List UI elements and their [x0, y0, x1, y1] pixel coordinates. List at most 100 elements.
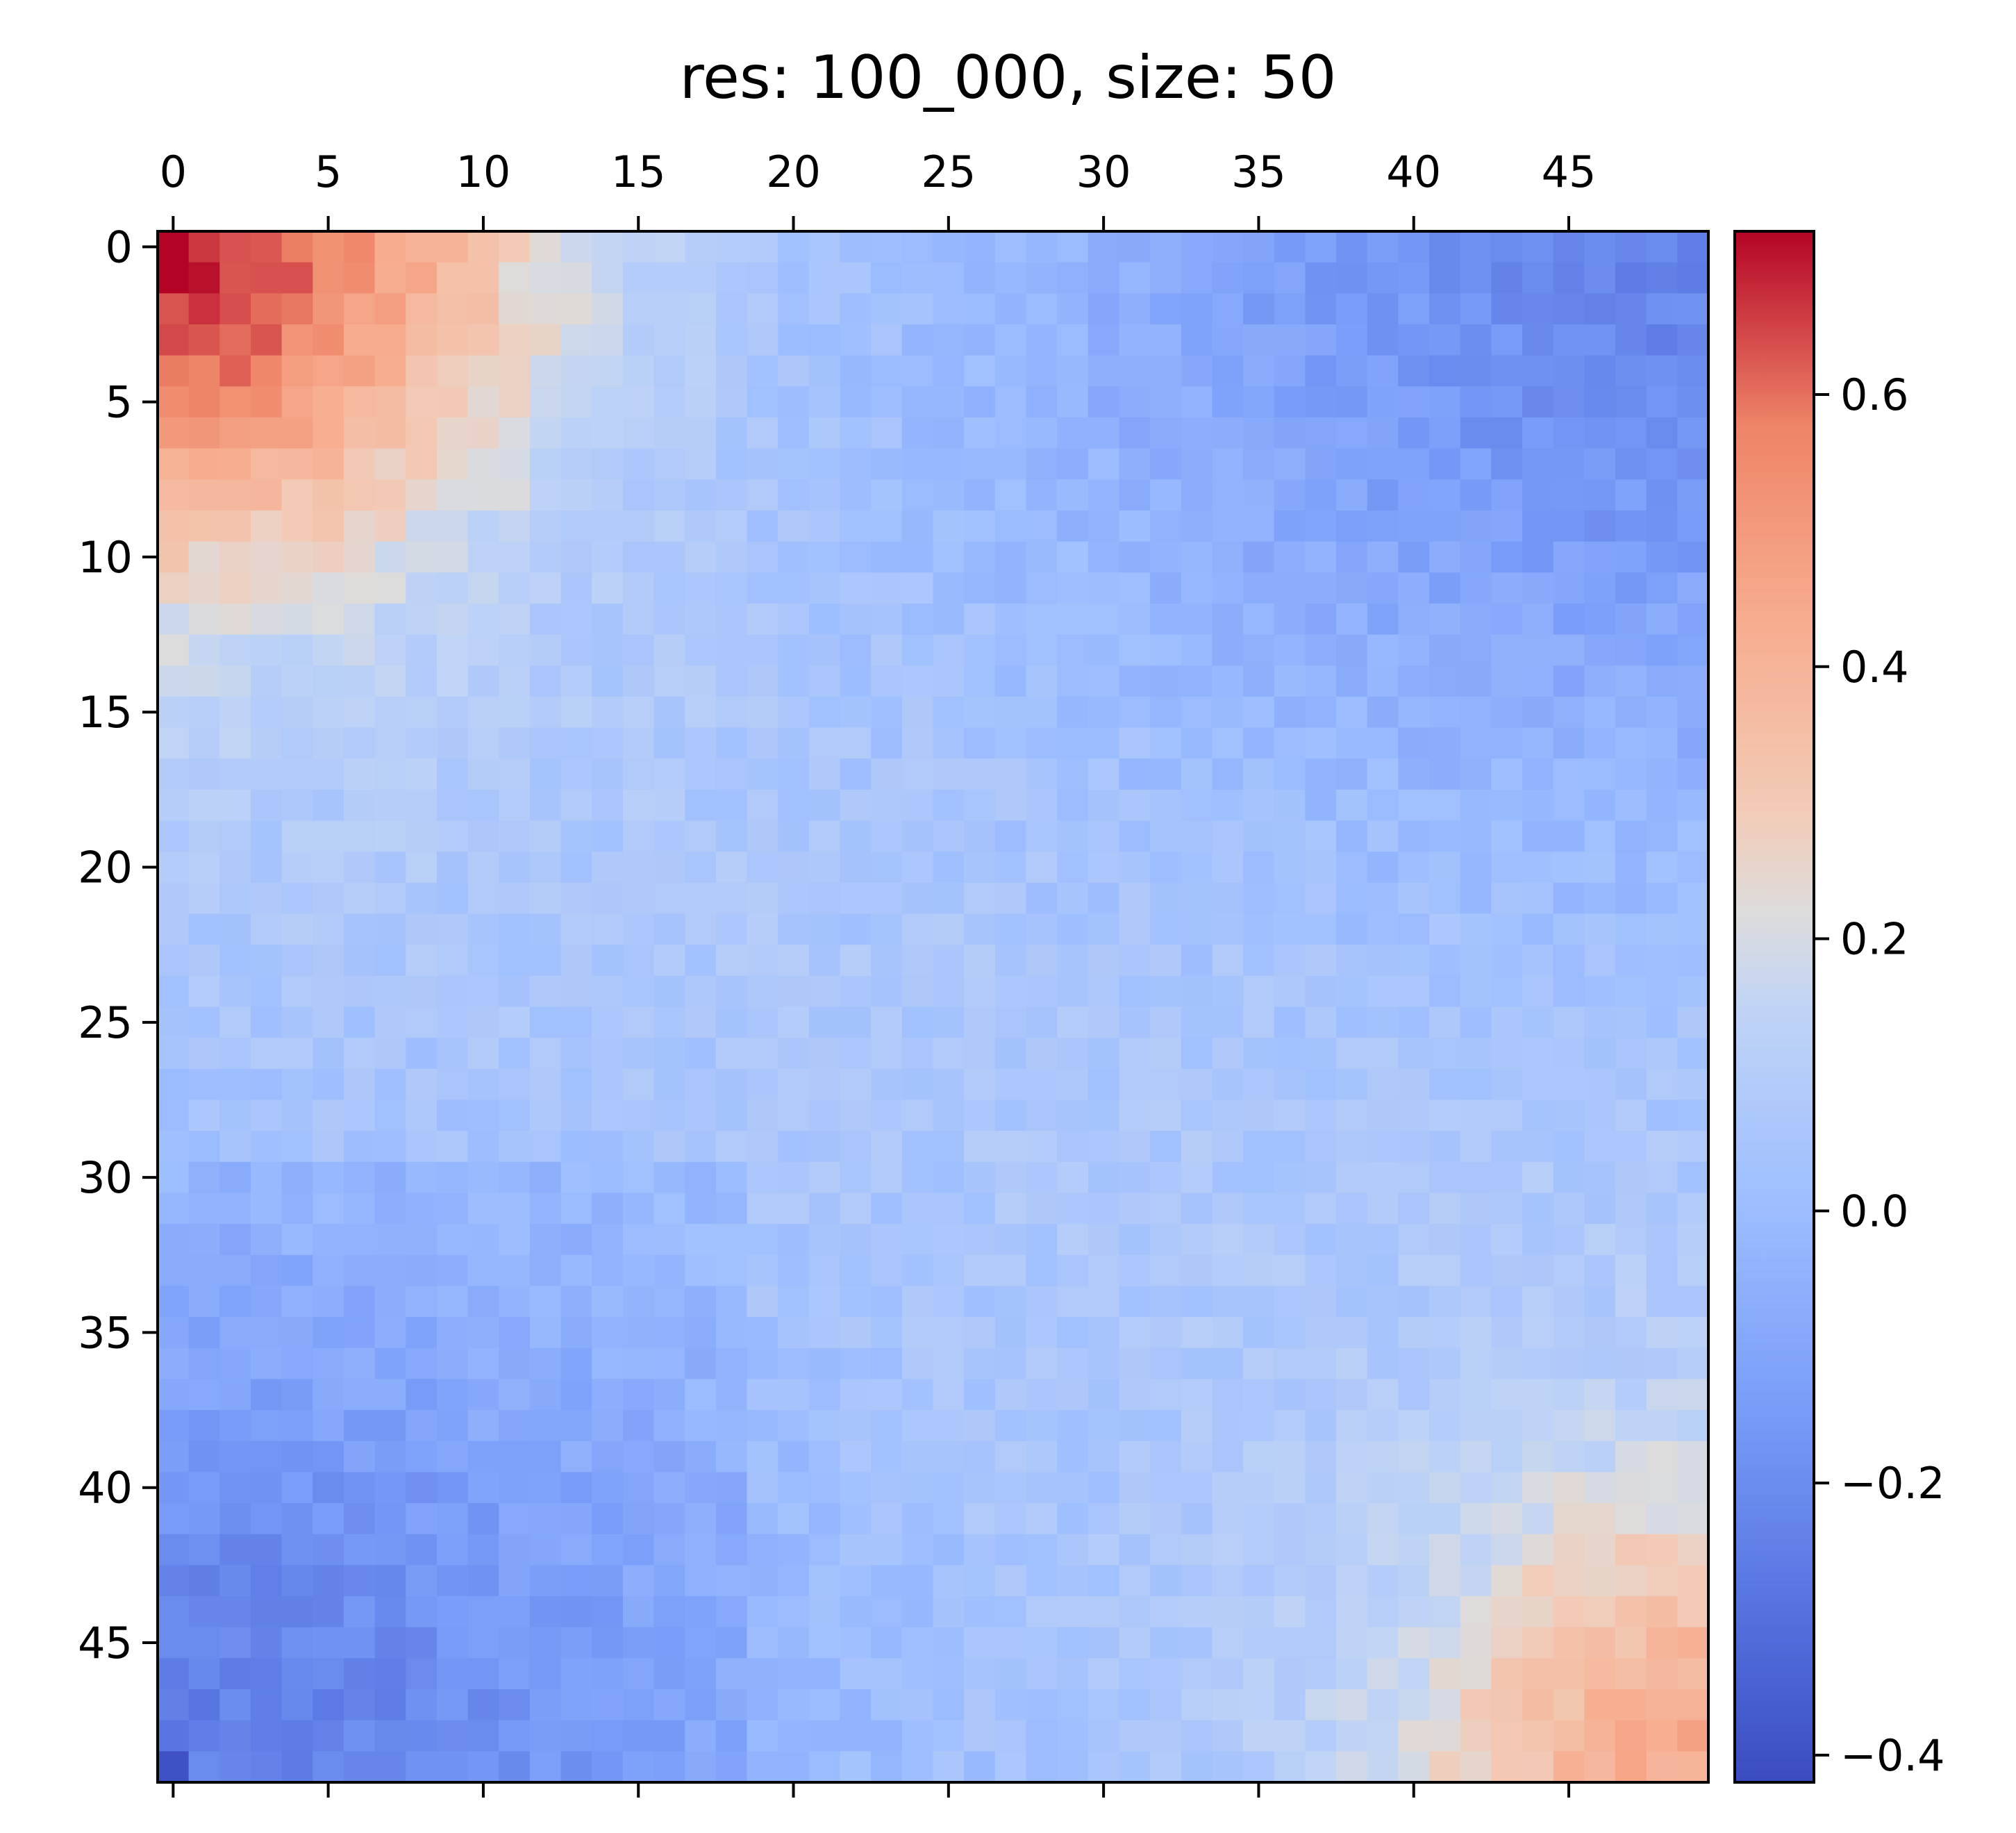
heatmap-cell	[840, 1254, 872, 1287]
heatmap-cell	[1367, 1565, 1399, 1597]
heatmap-cell	[343, 1410, 376, 1442]
heatmap-cell	[778, 696, 810, 729]
heatmap-cell	[313, 1161, 344, 1194]
heatmap-cell	[871, 324, 903, 356]
heatmap-cell	[529, 231, 562, 263]
heatmap-cell	[715, 634, 748, 666]
heatmap-cell	[871, 820, 903, 852]
heatmap-cell	[653, 1689, 685, 1721]
heatmap-cell	[808, 1347, 841, 1380]
heatmap-cell	[901, 1068, 934, 1101]
heatmap-cell	[1088, 665, 1120, 697]
heatmap-cell	[281, 1161, 313, 1194]
heatmap-cell	[747, 1286, 778, 1318]
heatmap-cell	[747, 1131, 778, 1163]
heatmap-cell	[343, 1751, 376, 1783]
heatmap-cell	[1367, 1472, 1399, 1504]
heatmap-cell	[901, 975, 934, 1008]
heatmap-cell	[1243, 1224, 1275, 1256]
heatmap-cell	[592, 1441, 624, 1473]
heatmap-cell	[1274, 1565, 1306, 1597]
heatmap-cell	[499, 324, 531, 356]
heatmap-cell	[313, 386, 344, 418]
heatmap-cell	[436, 1379, 469, 1411]
heatmap-cell	[1119, 324, 1151, 356]
heatmap-cell	[436, 1503, 469, 1535]
heatmap-cell	[778, 1286, 810, 1318]
heatmap-cell	[1150, 324, 1182, 356]
heatmap-cell	[1553, 1565, 1585, 1597]
heatmap-cell	[1398, 510, 1430, 542]
heatmap-cell	[281, 789, 313, 822]
heatmap-cell	[1491, 1472, 1523, 1504]
plot-frame	[156, 230, 1710, 1784]
heatmap-cell	[1057, 1441, 1089, 1473]
heatmap-cell	[1119, 1379, 1151, 1411]
heatmap-cell	[994, 1006, 1027, 1038]
heatmap-cell	[1615, 1689, 1647, 1721]
heatmap-cell	[1243, 1347, 1275, 1380]
heatmap-cell	[1181, 1317, 1213, 1349]
heatmap-cell	[964, 1441, 996, 1473]
heatmap-cell	[406, 1193, 438, 1225]
heatmap-cell	[1429, 1100, 1461, 1131]
heatmap-cell	[1677, 1534, 1709, 1566]
colorbar-tick-label: 0.4	[1840, 642, 1909, 692]
heatmap-cell	[653, 417, 685, 449]
heatmap-cell	[343, 541, 376, 573]
heatmap-cell	[808, 1689, 841, 1721]
heatmap-cell	[1429, 1720, 1461, 1752]
heatmap-cell	[1181, 324, 1213, 356]
heatmap-cell	[219, 1658, 251, 1690]
heatmap-cell	[1646, 541, 1678, 573]
heatmap-cell	[1460, 1658, 1492, 1690]
heatmap-cell	[622, 324, 655, 356]
heatmap-cell	[1429, 1068, 1461, 1101]
heatmap-cell	[1274, 696, 1306, 729]
heatmap-cell	[467, 1068, 499, 1101]
heatmap-cell	[158, 1596, 190, 1628]
heatmap-cell	[313, 945, 344, 977]
heatmap-cell	[592, 1596, 624, 1628]
heatmap-cell	[653, 1658, 685, 1690]
heatmap-cell	[313, 1254, 344, 1287]
heatmap-cell	[406, 665, 438, 697]
heatmap-cell	[1088, 758, 1120, 790]
y-tick-label: 15	[78, 687, 133, 738]
heatmap-cell	[1274, 820, 1306, 852]
heatmap-cell	[715, 789, 748, 822]
heatmap-cell	[313, 479, 344, 511]
heatmap-cell	[560, 1441, 592, 1473]
heatmap-cell	[313, 696, 344, 729]
heatmap-cell	[1646, 1379, 1678, 1411]
heatmap-cell	[840, 572, 872, 604]
heatmap-cell	[1026, 1193, 1058, 1225]
heatmap-cell	[1367, 1006, 1399, 1038]
heatmap-cell	[529, 1410, 562, 1442]
heatmap-cell	[1553, 386, 1585, 418]
heatmap-cell	[778, 634, 810, 666]
heatmap-cell	[778, 1224, 810, 1256]
heatmap-cell	[747, 975, 778, 1008]
heatmap-cell	[1398, 1161, 1430, 1194]
heatmap-cell	[1305, 1347, 1337, 1380]
heatmap-cell	[1336, 417, 1368, 449]
heatmap-cell	[1243, 479, 1275, 511]
heatmap-cell	[715, 541, 748, 573]
heatmap-cell	[1491, 1441, 1523, 1473]
heatmap-cell	[436, 386, 469, 418]
heatmap-cell	[933, 1100, 965, 1131]
heatmap-cell	[374, 1720, 406, 1752]
heatmap-cell	[219, 572, 251, 604]
heatmap-cell	[1522, 1503, 1554, 1535]
heatmap-cell	[1615, 758, 1647, 790]
heatmap-cell	[467, 1006, 499, 1038]
heatmap-cell	[1491, 324, 1523, 356]
heatmap-cell	[1367, 634, 1399, 666]
heatmap-cell	[1584, 448, 1616, 480]
heatmap-cell	[1057, 882, 1089, 915]
heatmap-cell	[529, 1161, 562, 1194]
heatmap-cell	[343, 1441, 376, 1473]
heatmap-cell	[871, 1627, 903, 1659]
heatmap-cell	[840, 510, 872, 542]
